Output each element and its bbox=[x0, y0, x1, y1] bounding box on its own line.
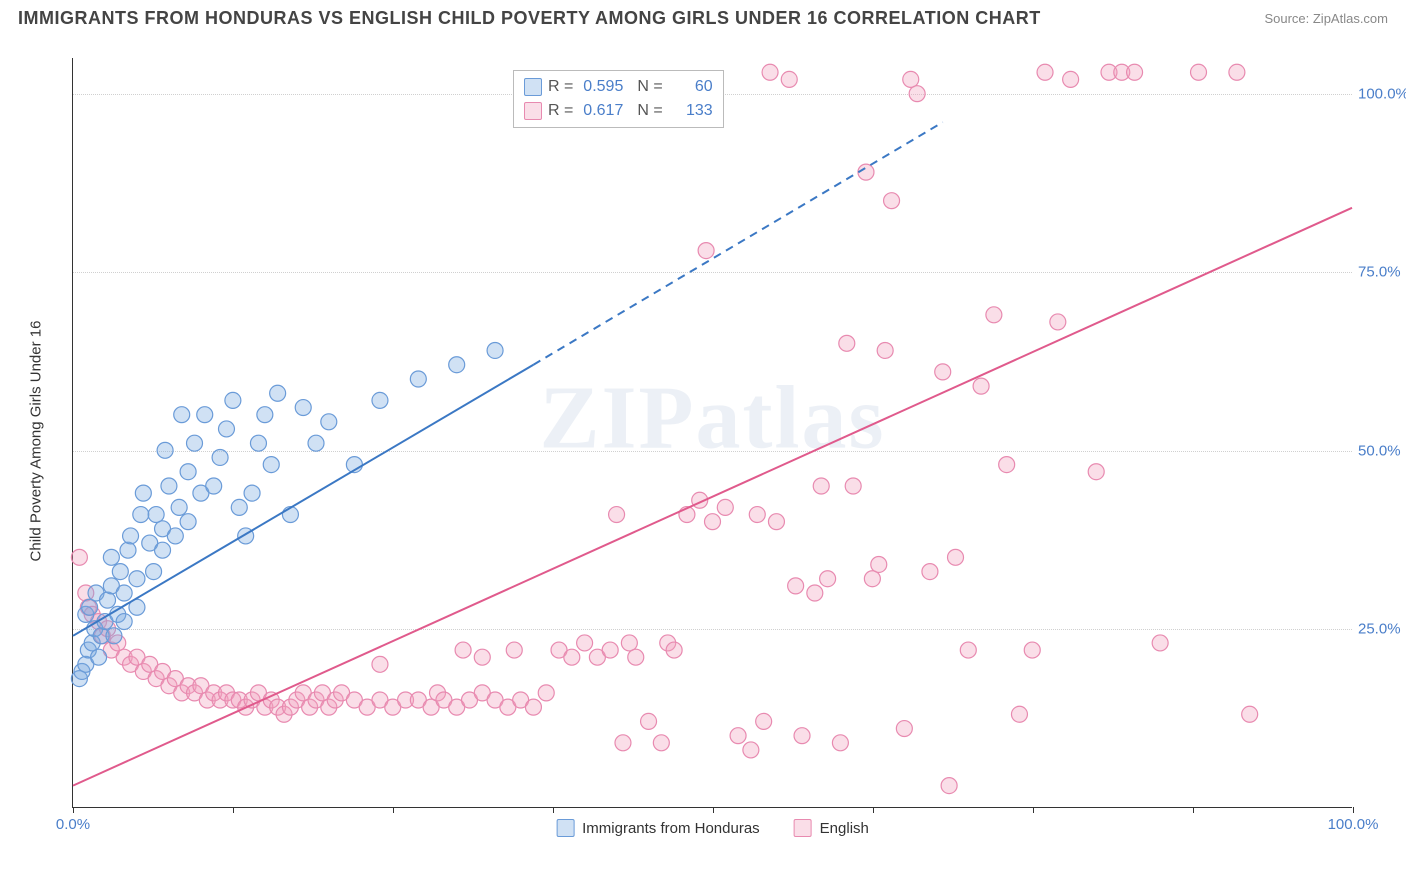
n-value-1: 60 bbox=[669, 75, 713, 99]
legend: Immigrants from Honduras English bbox=[556, 819, 869, 837]
swatch-icon bbox=[524, 78, 542, 96]
source-label: Source: bbox=[1264, 11, 1312, 26]
y-tick-label: 100.0% bbox=[1358, 85, 1406, 102]
x-tick bbox=[713, 807, 714, 813]
x-tick bbox=[233, 807, 234, 813]
legend-label-2: English bbox=[820, 820, 869, 837]
legend-label-1: Immigrants from Honduras bbox=[582, 820, 760, 837]
source-attribution: Source: ZipAtlas.com bbox=[1264, 11, 1388, 26]
x-tick bbox=[1033, 807, 1034, 813]
y-axis-label: Child Poverty Among Girls Under 16 bbox=[28, 321, 45, 562]
scatter-svg bbox=[73, 58, 1352, 807]
stat-row-series1: R = 0.595 N = 60 bbox=[524, 75, 713, 99]
x-tick bbox=[1193, 807, 1194, 813]
x-tick-label: 100.0% bbox=[1328, 816, 1379, 833]
y-tick-label: 75.0% bbox=[1358, 264, 1406, 281]
stat-row-series2: R = 0.617 N = 133 bbox=[524, 99, 713, 123]
plot-area: ZIPatlas 25.0%50.0%75.0%100.0%0.0%100.0%… bbox=[72, 58, 1352, 808]
x-tick bbox=[873, 807, 874, 813]
x-tick bbox=[1353, 807, 1354, 813]
r-label: R = bbox=[548, 99, 573, 123]
r-value-1: 0.595 bbox=[579, 75, 623, 99]
legend-item-2: English bbox=[794, 819, 869, 837]
r-value-2: 0.617 bbox=[579, 99, 623, 123]
x-tick-label: 0.0% bbox=[56, 816, 90, 833]
n-label: N = bbox=[637, 75, 662, 99]
r-label: R = bbox=[548, 75, 573, 99]
title-bar: IMMIGRANTS FROM HONDURAS VS ENGLISH CHIL… bbox=[0, 0, 1406, 33]
swatch-icon bbox=[556, 819, 574, 837]
y-tick-label: 50.0% bbox=[1358, 442, 1406, 459]
n-value-2: 133 bbox=[669, 99, 713, 123]
legend-item-1: Immigrants from Honduras bbox=[556, 819, 760, 837]
x-tick bbox=[73, 807, 74, 813]
swatch-icon bbox=[794, 819, 812, 837]
x-tick bbox=[393, 807, 394, 813]
chart-container: Child Poverty Among Girls Under 16 ZIPat… bbox=[44, 46, 1384, 836]
correlation-stat-box: R = 0.595 N = 60 R = 0.617 N = 133 bbox=[513, 70, 724, 128]
x-tick bbox=[553, 807, 554, 813]
y-tick-label: 25.0% bbox=[1358, 621, 1406, 638]
swatch-icon bbox=[524, 102, 542, 120]
n-label: N = bbox=[637, 99, 662, 123]
chart-title: IMMIGRANTS FROM HONDURAS VS ENGLISH CHIL… bbox=[18, 8, 1041, 29]
source-name: ZipAtlas.com bbox=[1313, 11, 1388, 26]
